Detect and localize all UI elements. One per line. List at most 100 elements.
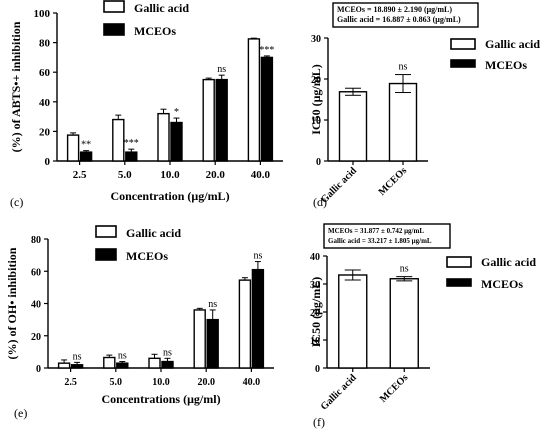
- panel-letter: (f): [313, 415, 325, 429]
- significance-label: ns: [253, 251, 262, 262]
- significance-label: ns: [208, 299, 217, 310]
- significance-label: ***: [259, 45, 274, 56]
- legend-swatch: [446, 256, 472, 268]
- legend-label: Gallic acid: [134, 1, 189, 15]
- significance-label: ns: [400, 264, 409, 275]
- legend-label: MCEOs: [481, 277, 523, 291]
- bar-gallic-acid: [247, 38, 261, 162]
- y-tick-label: 30: [310, 280, 320, 291]
- bar-gallic-acid: [193, 309, 206, 369]
- significance-label: ns: [118, 351, 127, 362]
- significance-label: ns: [73, 351, 82, 362]
- legend-label: MCEOs: [126, 249, 168, 263]
- significance-label: ns: [217, 64, 226, 75]
- y-tick-label: 0: [36, 364, 41, 375]
- bar-mceos: [125, 151, 138, 162]
- x-tick-label: 2.5: [64, 377, 77, 388]
- bar-gallic-acid: [66, 134, 80, 162]
- y-tick-label: 30: [311, 34, 321, 45]
- legend-swatch: [450, 59, 476, 68]
- bar-gallic-acid: [157, 112, 170, 162]
- legend-swatch: [103, 0, 125, 13]
- legend-label: Gallic acid: [485, 37, 540, 51]
- legend-label: MCEOs: [134, 24, 176, 38]
- y-tick-label: 0: [316, 157, 321, 168]
- x-tick-label: MCEOs: [377, 165, 410, 198]
- bar-gallic-acid: [338, 91, 368, 162]
- bar-mceos: [260, 56, 274, 162]
- legend-label: MCEOs: [485, 58, 527, 72]
- x-tick-label: 5.0: [118, 169, 132, 181]
- y-tick-label: 40: [31, 300, 41, 311]
- bar-gallic-acid: [57, 362, 71, 369]
- bar-mceos: [116, 362, 129, 369]
- y-axis-label: (%) of ABTS•+ inhibition: [9, 21, 23, 152]
- bar-gallic-acid: [112, 118, 125, 162]
- x-tick-label: 10.0: [160, 169, 180, 181]
- y-tick-label: 10: [310, 336, 320, 347]
- legend-swatch: [446, 278, 472, 287]
- panel-letter: (c): [10, 195, 23, 209]
- panel-f: 0 10 20 30 40 IC50 (μg/mL) Gallic acid MCEOs ns M…: [309, 223, 536, 429]
- bar-mceos: [79, 151, 93, 162]
- significance-label: ns: [399, 62, 408, 73]
- annotation-box: [332, 2, 479, 28]
- y-tick-label: 60: [31, 267, 41, 278]
- y-tick-label: 40: [310, 252, 320, 263]
- panel-letter: (e): [14, 406, 27, 420]
- y-axis-label: IC50 (μg/mL): [309, 277, 323, 347]
- legend-swatch: [103, 23, 125, 36]
- bar-gallic-acid: [103, 356, 116, 369]
- bar-gallic-acid: [238, 279, 252, 369]
- x-axis-label: Concentrations (μg/ml): [101, 392, 220, 406]
- x-tick-label: 20.0: [197, 377, 215, 388]
- annotation-line: Gallic acid = 16.887 ± 0.863 (μg/mL): [337, 15, 461, 24]
- bar-mceos: [206, 318, 219, 369]
- y-tick-label: 40: [39, 97, 51, 109]
- y-tick-label: 10: [311, 116, 321, 127]
- y-tick-label: 20: [310, 308, 320, 319]
- bar-gallic-acid: [338, 274, 368, 369]
- y-tick-label: 20: [311, 75, 321, 86]
- legend-swatch: [450, 38, 476, 50]
- bar-mceos: [388, 82, 418, 162]
- x-tick-label: 5.0: [110, 377, 123, 388]
- y-tick-label: 0: [315, 364, 320, 375]
- y-tick-label: 100: [34, 8, 51, 20]
- x-axis-label: Concentration (μg/mL): [110, 189, 229, 203]
- panel-letter: (d): [313, 195, 327, 209]
- bar-mceos: [251, 268, 265, 369]
- y-tick-label: 20: [31, 332, 41, 343]
- bar-gallic-acid: [202, 78, 215, 162]
- annotation-line: MCEOs = 31.877 ± 0.742 μg/mL: [328, 227, 424, 235]
- y-tick-label: 60: [39, 67, 51, 79]
- legend-label: Gallic acid: [481, 255, 536, 269]
- significance-label: ns: [163, 347, 172, 358]
- y-tick-label: 80: [39, 38, 51, 50]
- y-tick-label: 80: [31, 235, 41, 246]
- legend-label: Gallic acid: [126, 226, 181, 240]
- bar-mceos: [215, 78, 228, 162]
- bar-mceos: [389, 278, 419, 369]
- y-axis-label: IC50 (μg/mL): [309, 64, 323, 134]
- x-tick-label: 10.0: [152, 377, 170, 388]
- significance-label: *: [174, 107, 179, 118]
- bar-mceos: [70, 364, 84, 369]
- x-tick-label: 20.0: [206, 169, 226, 181]
- legend-swatch: [95, 248, 117, 261]
- x-tick-label: 40.0: [243, 377, 261, 388]
- x-tick-label: MCEOs: [378, 372, 411, 405]
- y-tick-label: 0: [45, 156, 51, 168]
- x-tick-label: Gallic acid: [319, 372, 359, 412]
- y-tick-label: 20: [39, 126, 51, 138]
- annotation-box: [323, 223, 451, 249]
- bar-mceos: [170, 121, 183, 162]
- panel-c: 0 20 40 60 80 100 (%) of ABTS•+ inhibition 2.5 *…: [9, 0, 283, 209]
- annotation-line: Gallic acid = 33.217 ± 1.805 μg/mL: [328, 237, 432, 245]
- y-axis-label: (%) of OH• inhibition: [5, 247, 19, 359]
- bar-gallic-acid: [148, 357, 161, 369]
- bar-mceos: [161, 360, 174, 369]
- panel-e: 0 20 40 60 80 (%) of OH• inhibition 2.5 ns 5.0 ns…: [5, 225, 274, 420]
- x-tick-label: 40.0: [251, 169, 271, 181]
